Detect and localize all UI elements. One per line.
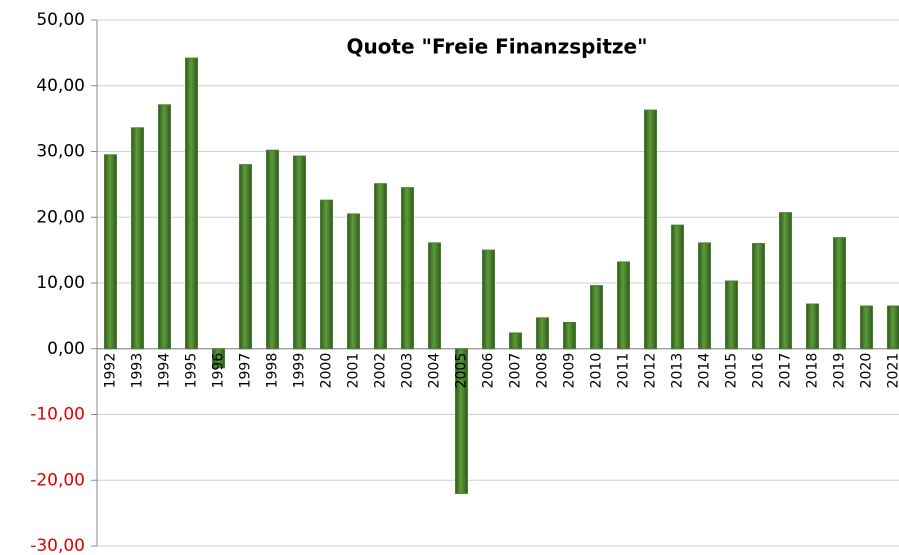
y-tick-label: -30,00	[30, 536, 85, 555]
y-tick-label: 50,00	[36, 10, 85, 30]
bar	[617, 261, 630, 350]
bar	[212, 348, 225, 369]
bar	[401, 187, 414, 350]
x-tick-label: 2001	[346, 353, 362, 389]
bar	[482, 249, 495, 350]
bar	[509, 332, 522, 350]
y-tick-label: 30,00	[36, 142, 85, 162]
x-tick-label: 1993	[130, 353, 146, 389]
bar	[698, 242, 711, 350]
x-tick-label: 2007	[508, 353, 524, 389]
bar	[779, 212, 792, 350]
x-tick-label: 2011	[616, 353, 632, 389]
bar	[347, 213, 360, 350]
x-tick-label: 2009	[562, 353, 578, 389]
x-tick-label: 2019	[832, 353, 848, 389]
x-tick-label: 2014	[697, 353, 713, 389]
x-tick-label: 1999	[292, 353, 308, 389]
x-tick-label: 1998	[265, 353, 281, 389]
y-tick-label: 40,00	[36, 76, 85, 96]
x-tick-label: 2010	[589, 353, 605, 389]
bar	[860, 305, 873, 350]
bar	[563, 321, 576, 350]
grid	[91, 19, 899, 547]
bar	[887, 305, 899, 350]
y-tick-label: -10,00	[30, 405, 85, 425]
bar	[185, 57, 198, 350]
x-tick-label: 2017	[778, 353, 794, 389]
x-tick-label: 2002	[373, 353, 389, 389]
bar	[239, 164, 252, 350]
bar	[131, 127, 144, 350]
bar	[671, 224, 684, 350]
x-tick-label: 1996	[211, 353, 227, 389]
x-tick-label: 2015	[724, 353, 740, 389]
bar	[833, 237, 846, 350]
bars	[104, 57, 899, 494]
y-tick-label: 10,00	[36, 273, 85, 293]
x-tick-label: 2003	[400, 353, 416, 389]
bar	[806, 303, 819, 350]
x-tick-label: 2021	[886, 353, 899, 389]
y-tick-label: 20,00	[36, 207, 85, 227]
bar	[455, 348, 468, 494]
x-tick-label: 2020	[859, 353, 875, 389]
x-tick-label: 1992	[103, 353, 119, 389]
x-tick-label: 2008	[535, 353, 551, 389]
x-tick-label: 2016	[751, 353, 767, 389]
bar	[644, 109, 657, 350]
bar	[752, 243, 765, 350]
labels: -30,00 -20,00 -10,00 0,00 10,00 20,00 30,00 40,…	[30, 10, 899, 555]
bar	[104, 154, 117, 350]
bar	[320, 199, 333, 350]
x-tick-label: 2006	[481, 353, 497, 389]
x-tick-label: 2012	[643, 353, 659, 389]
bar	[725, 280, 738, 350]
bar	[158, 104, 171, 350]
x-tick-label: 1997	[238, 353, 254, 389]
bar	[293, 155, 306, 350]
x-tick-label: 2005	[454, 353, 470, 389]
y-tick-label: -20,00	[30, 470, 85, 490]
chart-title: Quote "Freie Finanzspitze"	[346, 35, 647, 59]
x-tick-label: 1994	[157, 353, 173, 389]
y-tick-label: 0,00	[47, 339, 85, 359]
bar	[590, 285, 603, 350]
bar	[266, 149, 279, 350]
x-tick-label: 2018	[805, 353, 821, 389]
bar	[428, 242, 441, 350]
x-tick-label: 2004	[427, 353, 443, 389]
x-tick-label: 2000	[319, 353, 335, 389]
x-tick-label: 2013	[670, 353, 686, 389]
bar	[374, 183, 387, 350]
x-tick-label: 1995	[184, 353, 200, 389]
bar	[536, 317, 549, 350]
